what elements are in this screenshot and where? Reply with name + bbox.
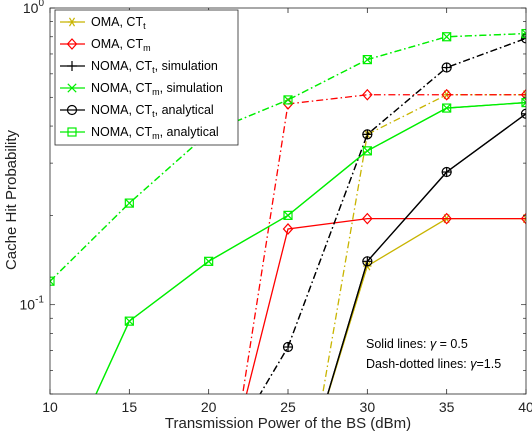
series-5 [50,28,526,394]
annotation: Solid lines: γ = 0.5 Dash-dotted lines: γ… [366,337,501,371]
series-5-dashdot-point [442,32,452,42]
series-1 [242,88,526,394]
legend-marker [67,17,77,27]
series-1-solid-point [362,212,373,225]
series-1-solid-point [282,223,294,235]
legend-label: NOMA, CTm, analytical [91,125,219,141]
series-3-dashdot-point-b [283,95,293,105]
series-2-dashdot-point [362,129,373,140]
series-1-dashdot-point [362,88,373,101]
series-3-dashdot-point [521,28,526,39]
legend-box [54,9,239,146]
legend-label: OMA, CTm [91,37,151,53]
series-2-solid-point [521,108,526,119]
x-tick-label: 35 [439,399,455,415]
legend-entry: NOMA, CTm, analytical [60,125,219,141]
series-4-dashdot-point [520,33,526,44]
legend-marker [66,104,78,116]
series-3-dashdot-point [283,95,293,105]
series-3-solid-point-b [521,101,526,108]
series-4-dashdot-line [259,37,526,394]
legend-marker [67,83,77,93]
x-axis-title: Transmission Power of the BS (dBm) [165,415,411,432]
legend-entry: NOMA, CTt, simulation [60,59,218,75]
legend-marker [66,38,78,50]
series-5-solid-point [124,316,134,326]
legend-label: NOMA, CTt, analytical [91,103,214,119]
series-0-dashdot-line [321,94,526,394]
legend-entry: OMA, CTm [60,37,151,53]
legend-marker [67,61,77,71]
series-4 [259,33,526,394]
series-5-dashdot-point [124,198,134,208]
legend-marker [67,127,77,137]
series-4-solid-line [327,113,526,394]
series-5-solid-line [95,101,526,394]
series-4-solid-point [520,108,526,119]
series-4-dashdot-point [441,62,452,73]
series-1-dashdot-point [520,88,526,101]
series-5-solid-point [283,210,293,220]
series-5-solid-point [521,97,526,108]
series-3-solid-point [521,97,526,108]
series-5-dashdot-line [50,32,526,282]
x-tick-label: 20 [201,399,217,415]
x-tick-label: 40 [518,399,532,415]
series-3-dashdot-point-b [521,32,526,39]
y-tick-label: 100 [23,0,45,16]
series-5-dashdot-point [521,28,526,39]
annotation-line: Dash-dotted lines: γ=1.5 [366,357,501,371]
legend-marker-b [67,83,77,93]
series-2-dashdot-point [521,33,526,44]
series-3-dashdot-point-a [50,280,55,286]
series-2-dashdot-point [283,342,293,353]
legend-entry: NOMA, CTt, analytical [60,103,214,119]
series-3-dashdot-point-a [521,28,526,35]
series-4-solid-point [441,166,452,178]
legend-entry: OMA, CTt [60,15,146,31]
legend: OMA, CTt OMA, CTm NOMA, CTt, simulation NOM… [54,9,239,146]
series-5-dashdot-point [283,95,293,105]
series-5-solid-point [204,256,214,266]
x-tick-label: 10 [42,399,58,415]
series-5-dashdot-point [50,276,55,286]
series-1-solid-point [441,212,452,225]
legend-entry: NOMA, CTm, simulation [60,81,223,97]
series-3-solid-point-a [521,97,526,104]
series-4-solid-point [362,256,373,267]
legend-label: OMA, CTt [91,15,146,31]
y-tick-label: 10-1 [20,295,45,313]
legend-marker-stroke [68,17,76,27]
series-4-dashdot-point [282,341,294,353]
series-1-dashdot-point [441,88,452,101]
series-1-solid-line [245,217,526,394]
series-5-solid-point [362,146,372,156]
axes-layer: 10 15 20 25 30 35 40 100 10-1 [20,0,532,415]
legend-label: NOMA, CTt, simulation [91,59,218,75]
series-4-dashdot-point [362,129,373,140]
x-tick-label: 25 [280,399,296,415]
series-5-solid-point [442,103,452,113]
series-layer [50,28,526,394]
x-tick-label: 15 [122,399,138,415]
legend-label: NOMA, CTm, simulation [91,81,223,97]
series-1-dashdot-line [242,94,526,394]
y-axis-title: Cache Hit Probability [3,129,20,270]
x-tick-label: 30 [360,399,376,415]
series-1-solid-point [520,212,526,225]
annotation-line: Solid lines: γ = 0.5 [366,337,468,351]
series-5-dashdot-point [362,55,372,65]
